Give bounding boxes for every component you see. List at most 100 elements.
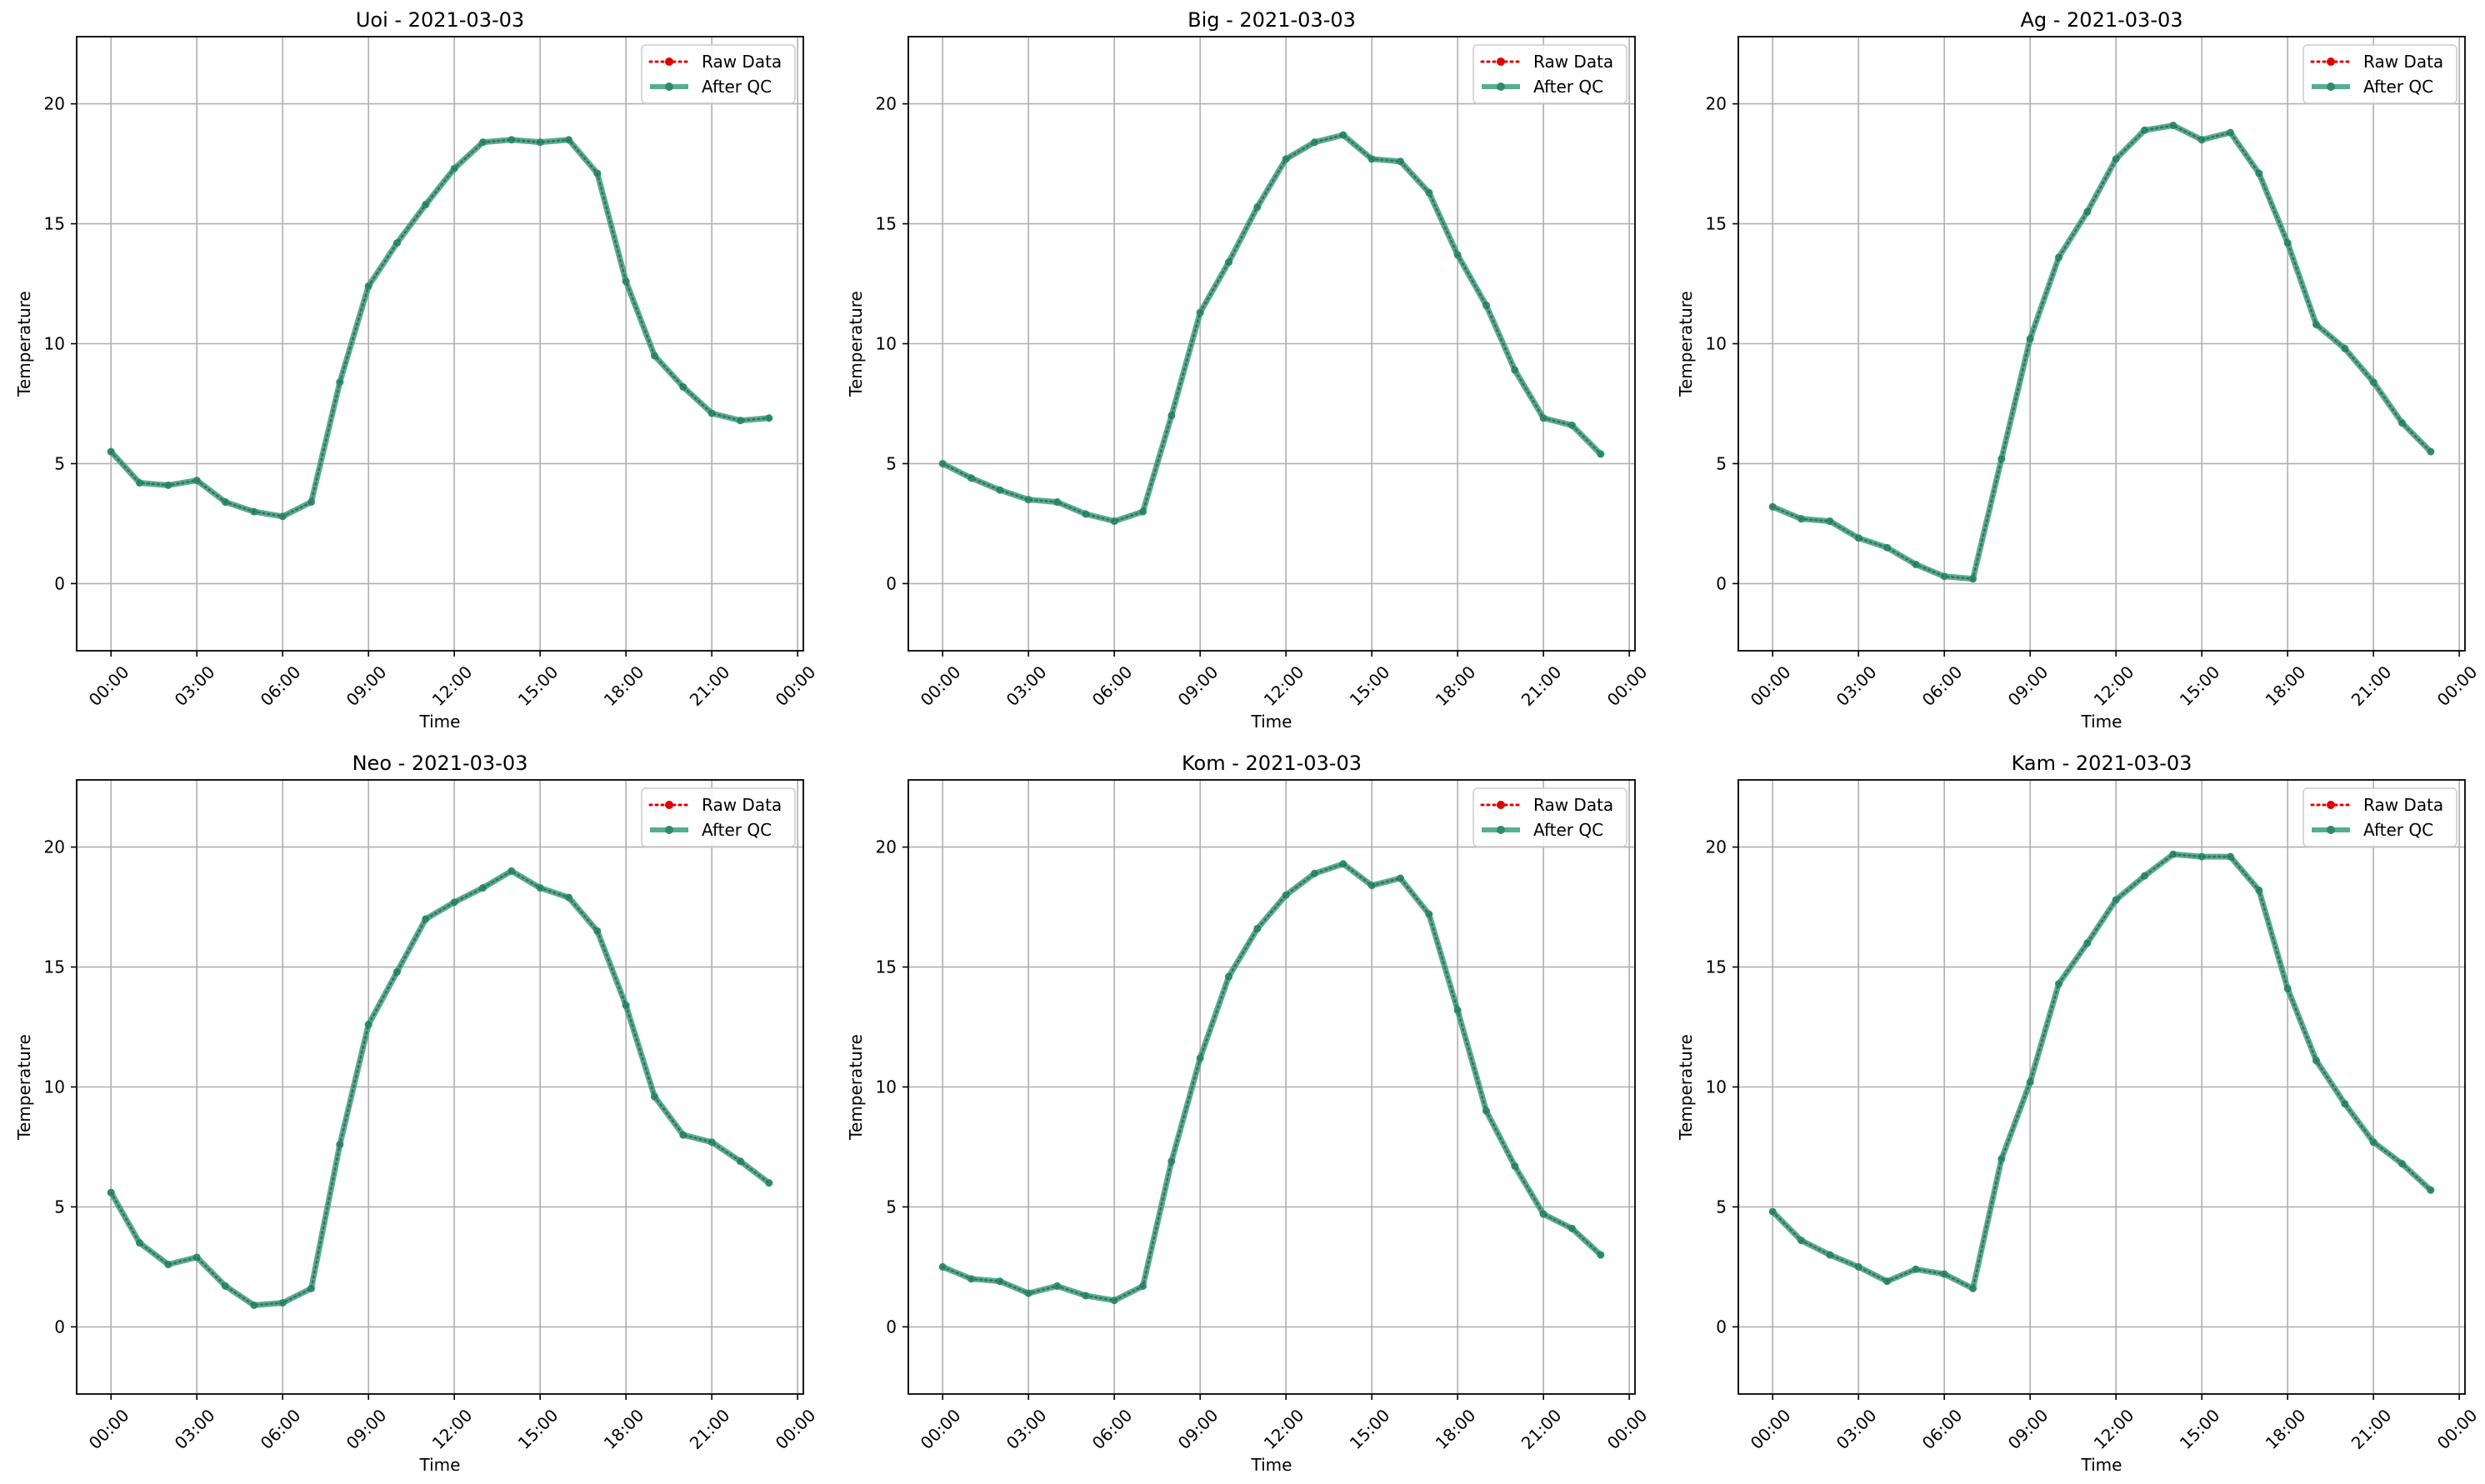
- legend-raw-marker: [1497, 801, 1505, 809]
- legend-raw-marker: [2327, 57, 2335, 66]
- legend: Raw Data After QC: [2302, 44, 2458, 104]
- y-tick-label: 20: [1706, 94, 1727, 114]
- after-qc-point: [1225, 258, 1233, 267]
- after-qc-point: [996, 486, 1004, 494]
- y-axis-label: Temperature: [846, 1034, 866, 1141]
- raw-data-overlay: [110, 870, 770, 1307]
- y-tick-label: 10: [44, 334, 65, 354]
- raw-data-line: [941, 862, 1602, 1302]
- legend-qc-marker: [1497, 82, 1505, 91]
- legend-qc-label: After QC: [702, 77, 772, 97]
- x-tick-label: 21:00: [2348, 662, 2396, 710]
- after-qc-point: [1168, 412, 1176, 420]
- x-tick-label: 03:00: [1002, 1405, 1051, 1453]
- x-tick-label: 18:00: [600, 662, 648, 710]
- after-qc-point: [1082, 510, 1090, 518]
- y-tick-label: 0: [886, 1317, 897, 1337]
- legend-qc-marker: [1497, 826, 1505, 834]
- y-tick-label: 20: [44, 94, 65, 114]
- chart-panel-4: 0 5 10 15 20 00:00 03:00 06:00 09:00 12:00 15:00 18…: [14, 752, 819, 1475]
- chart-title: Ag - 2021-03-03: [2020, 8, 2182, 32]
- x-tick-label: 09:00: [2004, 1405, 2052, 1453]
- x-tick-label: 18:00: [600, 1405, 648, 1453]
- legend-qc-label: After QC: [2363, 77, 2433, 97]
- raw-data-overlay: [1772, 853, 2432, 1290]
- x-tick-label: 21:00: [1518, 662, 1566, 710]
- legend-raw-label: Raw Data: [1533, 52, 1613, 72]
- chart-panel-6: 0 5 10 15 20 00:00 03:00 06:00 09:00 12:00 15:00 18…: [1676, 752, 2481, 1475]
- y-tick-label: 5: [54, 453, 65, 473]
- y-axis-label: Temperature: [14, 291, 34, 397]
- after-qc-point: [1854, 1262, 1862, 1271]
- legend-raw-label: Raw Data: [2363, 795, 2443, 815]
- chart-title: Kom - 2021-03-03: [1182, 752, 1362, 775]
- legend-qc-marker: [665, 826, 673, 834]
- x-tick-label: 15:00: [1346, 1405, 1394, 1453]
- x-tick-label: 03:00: [1832, 662, 1881, 710]
- y-tick-label: 10: [1706, 1077, 1727, 1097]
- x-axis-label: Time: [2081, 1455, 2122, 1475]
- x-tick-label: 00:00: [772, 662, 820, 710]
- x-tick-label: 00:00: [1603, 1405, 1652, 1453]
- x-axis-label: Time: [2081, 712, 2122, 732]
- y-tick-label: 0: [886, 573, 897, 593]
- after-qc-point: [2083, 207, 2092, 216]
- y-axis-label: Temperature: [1676, 291, 1696, 397]
- legend-raw-label: Raw Data: [2363, 52, 2443, 72]
- raw-data-line: [1771, 123, 2432, 581]
- after-qc-point: [2026, 335, 2034, 343]
- after-qc-point: [1024, 496, 1032, 504]
- x-tick-label: 00:00: [1603, 662, 1652, 710]
- after-qc-point: [1854, 534, 1862, 542]
- raw-data-line: [109, 138, 771, 518]
- y-tick-label: 20: [876, 837, 897, 857]
- x-tick-label: 09:00: [1174, 1405, 1222, 1453]
- x-tick-label: 00:00: [917, 1405, 965, 1453]
- x-tick-label: 21:00: [686, 1405, 734, 1453]
- y-tick-label: 0: [1716, 1317, 1727, 1337]
- x-tick-label: 00:00: [85, 662, 133, 710]
- y-tick-label: 0: [54, 1317, 65, 1337]
- x-tick-label: 21:00: [2348, 1405, 2396, 1453]
- x-tick-label: 09:00: [342, 662, 391, 710]
- x-tick-label: 06:00: [257, 1405, 305, 1453]
- after-qc-line: [1769, 851, 2434, 1292]
- legend: Raw Data After QC: [2302, 787, 2458, 847]
- y-tick-label: 15: [876, 957, 897, 977]
- x-tick-label: 03:00: [1002, 662, 1051, 710]
- after-qc-line: [939, 861, 1604, 1304]
- x-tick-label: 00:00: [917, 662, 965, 710]
- legend-raw-marker: [665, 801, 673, 809]
- y-tick-label: 5: [54, 1197, 65, 1217]
- after-qc-point: [1139, 507, 1148, 516]
- x-tick-label: 21:00: [1518, 1405, 1566, 1453]
- x-tick-label: 00:00: [2433, 1405, 2482, 1453]
- y-tick-label: 5: [1716, 1197, 1727, 1217]
- after-qc-point: [508, 867, 516, 875]
- x-tick-label: 06:00: [257, 662, 305, 710]
- y-tick-label: 0: [1716, 573, 1727, 593]
- x-tick-label: 15:00: [1346, 662, 1394, 710]
- x-tick-label: 09:00: [2004, 662, 2052, 710]
- x-tick-label: 03:00: [1832, 1405, 1881, 1453]
- legend-qc-label: After QC: [702, 820, 772, 840]
- x-tick-label: 18:00: [1432, 1405, 1480, 1453]
- after-qc-line: [108, 137, 772, 520]
- chart-panel-1: 0 5 10 15 20 00:00 03:00 06:00 09:00 12:00 15:00 18…: [14, 8, 819, 732]
- x-axis-label: Time: [419, 1455, 461, 1475]
- grid-lines: [1738, 780, 2465, 1394]
- raw-data-overlay: [1772, 124, 2432, 580]
- x-tick-label: 15:00: [2176, 662, 2224, 710]
- x-tick-label: 06:00: [1088, 1405, 1137, 1453]
- legend-raw-label: Raw Data: [1533, 795, 1613, 815]
- x-tick-label: 03:00: [171, 662, 219, 710]
- x-tick-label: 06:00: [1088, 662, 1137, 710]
- x-tick-label: 12:00: [1260, 662, 1308, 710]
- y-tick-label: 15: [1706, 214, 1727, 234]
- x-tick-label: 12:00: [428, 662, 477, 710]
- grid-lines: [908, 780, 1635, 1394]
- x-tick-label: 18:00: [2262, 1405, 2310, 1453]
- y-tick-label: 10: [44, 1077, 65, 1097]
- after-qc-point: [765, 1179, 773, 1187]
- grid-lines: [908, 37, 1635, 651]
